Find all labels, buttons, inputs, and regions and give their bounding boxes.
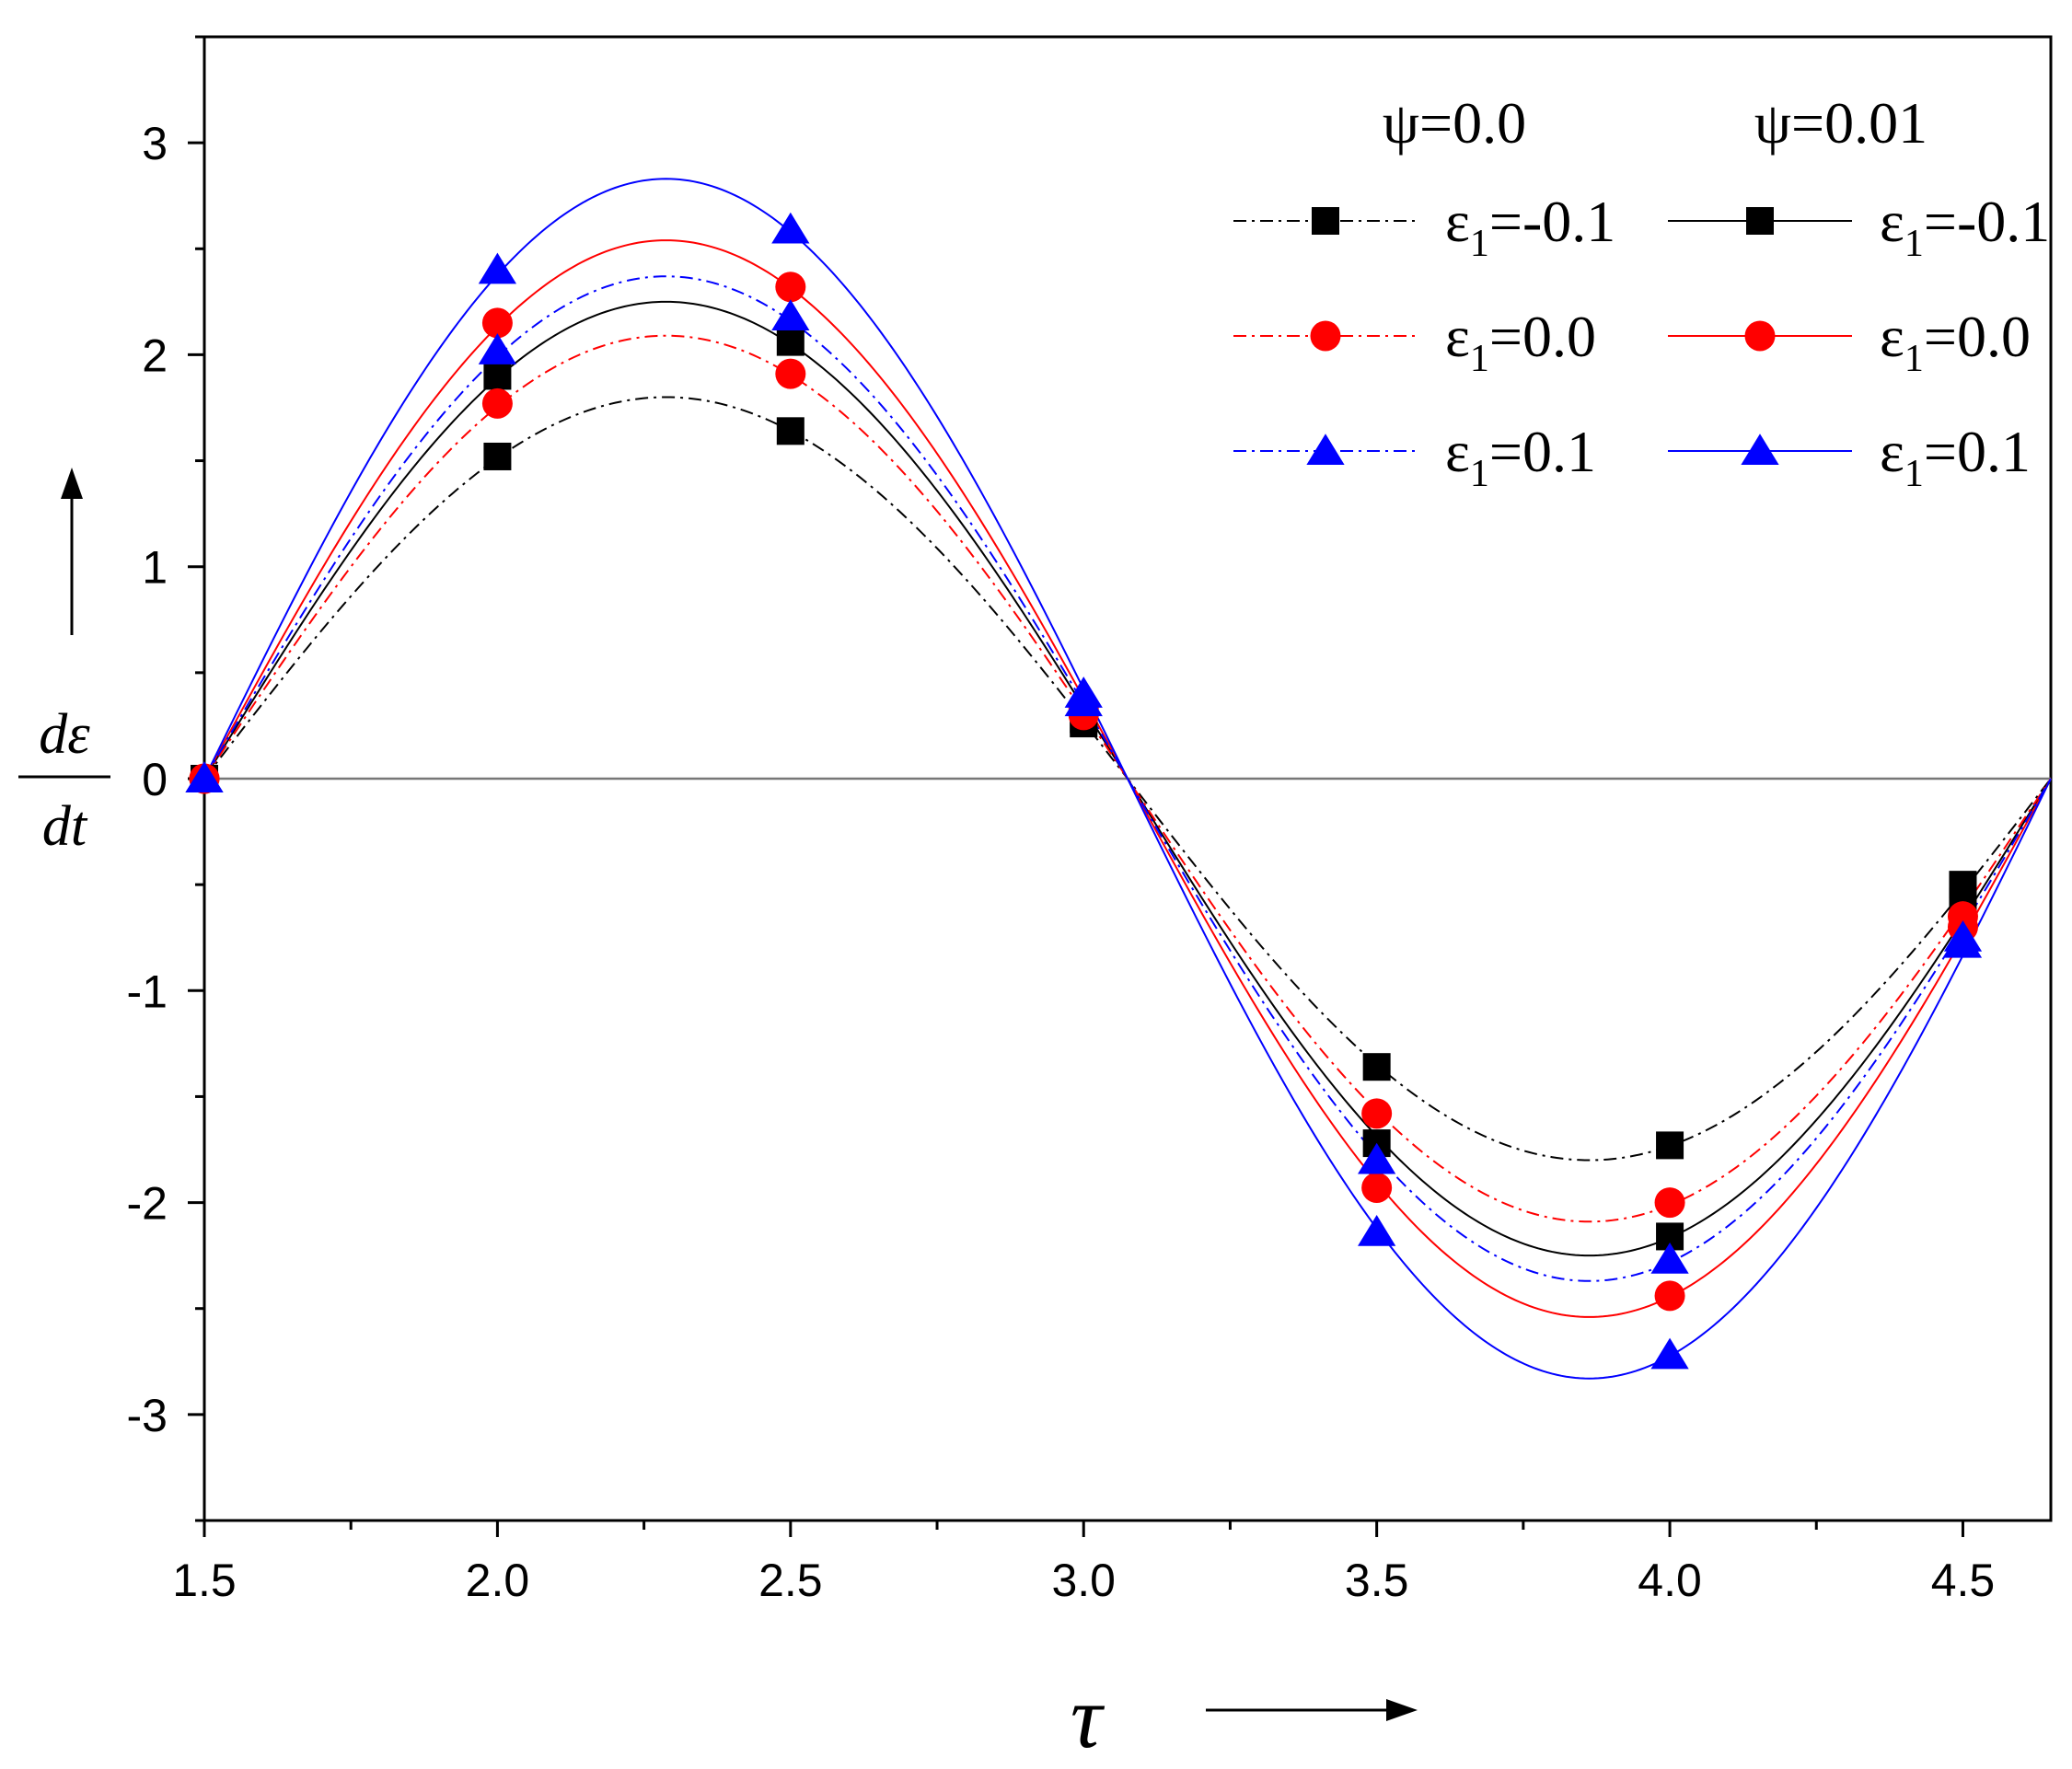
data-point-5 <box>1650 1337 1689 1370</box>
data-point-3 <box>481 307 513 339</box>
data-point-5 <box>771 212 810 244</box>
data-point-5 <box>185 761 224 792</box>
data-point-4 <box>771 299 810 330</box>
data-point-4 <box>478 333 517 364</box>
data-point-3 <box>1361 1172 1393 1203</box>
data-point-3 <box>1654 1280 1685 1312</box>
data-point-2 <box>1361 1098 1393 1129</box>
data-point-2 <box>1654 1187 1685 1219</box>
x-tick-label: 2.5 <box>758 1555 823 1606</box>
series-curves <box>203 178 2052 1380</box>
x-tick-label: 2.0 <box>466 1555 530 1606</box>
x-tick-label: 3.5 <box>1345 1555 1409 1606</box>
legend-entry-5: ε1=0.1 <box>1880 419 2031 495</box>
y-tick-label: 0 <box>142 754 168 805</box>
y-tick-label: 3 <box>142 118 168 169</box>
data-point-0 <box>1362 1053 1391 1081</box>
data-point-5 <box>478 252 517 284</box>
legend-entry-1: ε1=-0.1 <box>1880 189 2050 265</box>
x-axis-arrowhead <box>1386 1699 1418 1721</box>
legend-group-header: ψ=0.01 <box>1754 90 1927 156</box>
series-markers <box>185 212 1983 1370</box>
y-tick-label: 1 <box>142 542 168 594</box>
data-point-2 <box>775 358 806 389</box>
data-point-0 <box>776 417 804 445</box>
data-point-2 <box>481 387 513 419</box>
legend-swatch-marker <box>1741 434 1779 465</box>
legend-entry-4: ε1=0.1 <box>1445 419 1596 495</box>
legend-entry-0: ε1=-0.1 <box>1445 189 1615 265</box>
data-point-5 <box>1358 1215 1396 1246</box>
data-point-3 <box>775 272 806 303</box>
x-tick-label: 1.5 <box>172 1555 237 1606</box>
legend-swatch-marker <box>1746 207 1774 235</box>
data-point-5 <box>1943 926 1983 958</box>
legend-entry-3: ε1=0.0 <box>1880 304 2031 380</box>
legend-swatch-marker <box>1744 320 1776 352</box>
y-axis-label-denominator: dt <box>42 795 88 858</box>
y-axis-arrowhead <box>61 468 83 499</box>
x-axis-label: τ <box>1071 1668 1105 1766</box>
data-point-0 <box>483 442 512 470</box>
data-point-0 <box>1656 1131 1684 1160</box>
legend-swatch-marker <box>1312 207 1339 235</box>
x-tick-label: 3.0 <box>1051 1555 1116 1606</box>
y-tick-label: 2 <box>142 330 168 381</box>
x-tick-label: 4.0 <box>1638 1555 1702 1606</box>
data-point-1 <box>776 328 804 356</box>
y-tick-label: -2 <box>127 1178 168 1230</box>
data-point-4 <box>1358 1142 1396 1174</box>
series-line-5 <box>203 178 2052 1380</box>
legend-swatch-marker <box>1306 434 1345 465</box>
y-tick-label: -1 <box>127 965 168 1017</box>
series-line-4 <box>203 275 2052 1282</box>
legend-group-header: ψ=0.0 <box>1383 90 1526 156</box>
y-tick-label: -3 <box>127 1390 168 1441</box>
legend: ψ=0.0 ψ=0.01 ε1=-0.1 ε1=-0.1 ε1=0.0 ε1=0.0 ε1=… <box>1233 90 2050 495</box>
data-point-4 <box>1650 1242 1689 1274</box>
axis-ticks: 1.5 2.0 2.5 3.0 3.5 4.0 4.5 -3 -2 -1 0 1 2 3 <box>127 35 1996 1606</box>
legend-swatch-marker <box>1310 320 1341 352</box>
legend-entry-2: ε1=0.0 <box>1445 304 1596 380</box>
data-point-5 <box>1064 676 1103 708</box>
x-tick-label: 4.5 <box>1931 1555 1996 1606</box>
data-point-1 <box>483 362 512 390</box>
y-axis-label-numerator: dε <box>39 703 90 766</box>
